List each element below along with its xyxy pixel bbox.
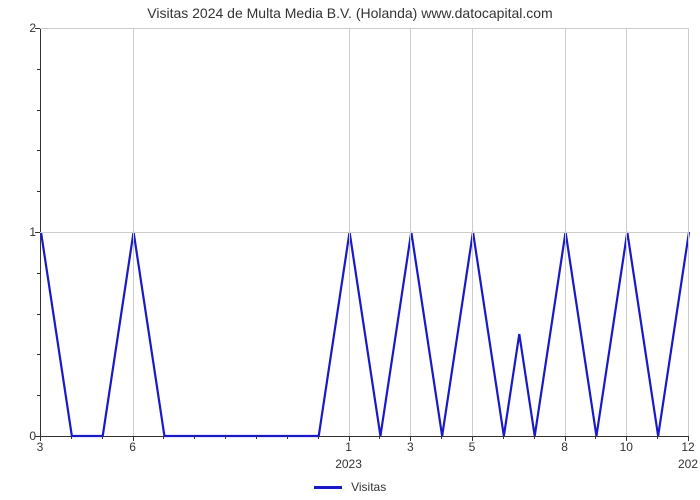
x-minor-tick [163,436,164,439]
x-minor-tick [441,436,442,439]
y-minor-tick [37,69,40,70]
y-axis-label: 2 [29,21,36,35]
x-axis-tick-label: 5 [469,440,476,454]
x-minor-tick [71,436,72,439]
x-minor-tick [503,436,504,439]
x-axis-tick-label: 3 [37,440,44,454]
x-minor-tick [657,436,658,439]
gridline-horizontal [40,232,688,233]
x-axis-tick-label: 8 [561,440,568,454]
y-minor-tick [37,110,40,111]
x-minor-tick [534,436,535,439]
x-minor-tick [256,436,257,439]
y-minor-tick [37,150,40,151]
y-axis-label: 1 [29,225,36,239]
x-minor-tick [595,436,596,439]
x-minor-tick [225,436,226,439]
y-minor-tick [37,314,40,315]
x-minor-tick [318,436,319,439]
legend: Visitas [0,480,700,494]
x-minor-tick [194,436,195,439]
x-minor-tick [379,436,380,439]
x-axis-year-right: 202 [678,457,698,471]
x-axis-tick-label: 1 [345,440,352,454]
x-axis-year-left: 2023 [335,457,362,471]
x-minor-tick [102,436,103,439]
y-minor-tick [37,395,40,396]
x-axis-tick-label: 10 [620,440,633,454]
x-axis-tick-label: 3 [407,440,414,454]
x-axis-tick-label: 12 [681,440,694,454]
y-minor-tick [37,354,40,355]
x-axis-tick-label: 6 [129,440,136,454]
visits-line [41,232,689,436]
y-minor-tick [37,191,40,192]
gridline-vertical [688,28,689,436]
chart-title: Visitas 2024 de Multa Media B.V. (Holand… [0,5,700,21]
x-minor-tick [287,436,288,439]
visits-chart: Visitas 2024 de Multa Media B.V. (Holand… [0,0,700,500]
legend-label: Visitas [351,480,386,494]
legend-swatch [314,486,342,489]
y-minor-tick [37,273,40,274]
y-axis-label: 0 [29,429,36,443]
gridline-horizontal [40,28,688,29]
